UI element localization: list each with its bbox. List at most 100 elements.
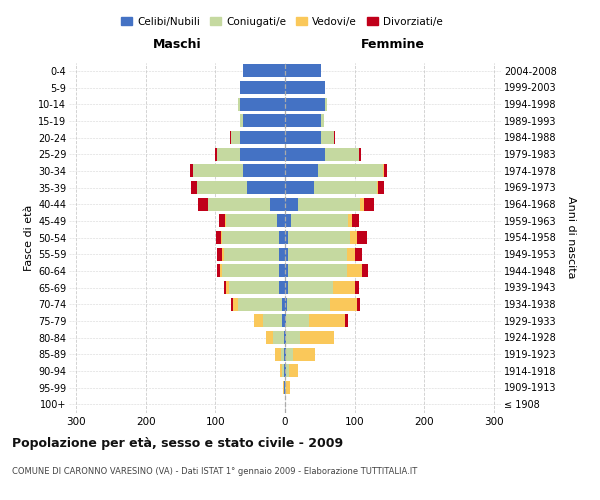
Bar [286, 364, 289, 378]
Bar [230, 298, 233, 310]
Bar [308, 314, 345, 328]
Bar [288, 264, 347, 278]
Bar [281, 348, 284, 360]
Bar [333, 281, 355, 294]
Bar [193, 164, 243, 177]
Bar [285, 231, 289, 244]
Bar [222, 231, 280, 244]
Bar [285, 214, 291, 228]
Bar [191, 181, 197, 194]
Bar [284, 331, 285, 344]
Bar [238, 298, 281, 310]
Bar [238, 98, 240, 110]
Bar [334, 131, 335, 144]
Legend: Celibi/Nubili, Coniugati/e, Vedovi/e, Divorziati/e: Celibi/Nubili, Coniugati/e, Vedovi/e, Di… [117, 12, 447, 31]
Bar [275, 348, 281, 360]
Text: Maschi: Maschi [152, 38, 202, 51]
Bar [215, 148, 217, 160]
Bar [364, 198, 374, 210]
Bar [285, 98, 325, 110]
Bar [286, 348, 293, 360]
Bar [229, 281, 280, 294]
Bar [301, 331, 334, 344]
Bar [240, 81, 285, 94]
Bar [288, 248, 347, 260]
Bar [286, 314, 308, 328]
Bar [347, 248, 355, 260]
Bar [282, 314, 285, 328]
Bar [285, 114, 321, 128]
Bar [280, 281, 285, 294]
Bar [350, 231, 357, 244]
Bar [241, 114, 243, 128]
Bar [281, 298, 285, 310]
Bar [314, 181, 377, 194]
Bar [357, 298, 360, 310]
Bar [219, 214, 225, 228]
Bar [285, 164, 319, 177]
Bar [285, 181, 314, 194]
Bar [273, 331, 284, 344]
Text: Popolazione per età, sesso e stato civile - 2009: Popolazione per età, sesso e stato civil… [12, 438, 343, 450]
Bar [283, 381, 284, 394]
Bar [208, 198, 269, 210]
Bar [352, 214, 359, 228]
Bar [217, 148, 240, 160]
Bar [224, 248, 280, 260]
Bar [286, 331, 301, 344]
Bar [269, 198, 285, 210]
Bar [225, 214, 226, 228]
Bar [285, 364, 286, 378]
Bar [220, 264, 222, 278]
Bar [226, 214, 277, 228]
Bar [190, 164, 193, 177]
Bar [243, 164, 285, 177]
Bar [240, 98, 285, 110]
Bar [280, 264, 285, 278]
Bar [285, 298, 287, 310]
Bar [285, 81, 325, 94]
Bar [243, 64, 285, 78]
Bar [319, 164, 383, 177]
Bar [230, 131, 240, 144]
Bar [345, 314, 349, 328]
Bar [282, 364, 284, 378]
Bar [254, 314, 263, 328]
Bar [285, 264, 288, 278]
Bar [285, 248, 288, 260]
Bar [287, 298, 330, 310]
Bar [298, 198, 360, 210]
Bar [263, 314, 282, 328]
Bar [288, 281, 333, 294]
Bar [198, 198, 208, 210]
Bar [216, 231, 221, 244]
Bar [280, 248, 285, 260]
Bar [362, 264, 368, 278]
Bar [222, 264, 280, 278]
Bar [280, 364, 282, 378]
Bar [240, 131, 285, 144]
Bar [330, 298, 357, 310]
Bar [243, 114, 285, 128]
Y-axis label: Anni di nascita: Anni di nascita [566, 196, 576, 278]
Bar [285, 281, 288, 294]
Bar [357, 231, 367, 244]
Bar [221, 231, 222, 244]
Bar [360, 198, 364, 210]
Bar [384, 164, 388, 177]
Bar [284, 364, 285, 378]
Bar [321, 131, 334, 144]
Bar [347, 264, 362, 278]
Bar [359, 148, 361, 160]
Bar [349, 214, 352, 228]
Bar [240, 148, 285, 160]
Bar [285, 64, 321, 78]
Bar [277, 214, 285, 228]
Bar [285, 148, 325, 160]
Bar [197, 181, 247, 194]
Bar [280, 231, 285, 244]
Bar [285, 348, 286, 360]
Bar [284, 348, 285, 360]
Bar [355, 281, 359, 294]
Bar [285, 131, 321, 144]
